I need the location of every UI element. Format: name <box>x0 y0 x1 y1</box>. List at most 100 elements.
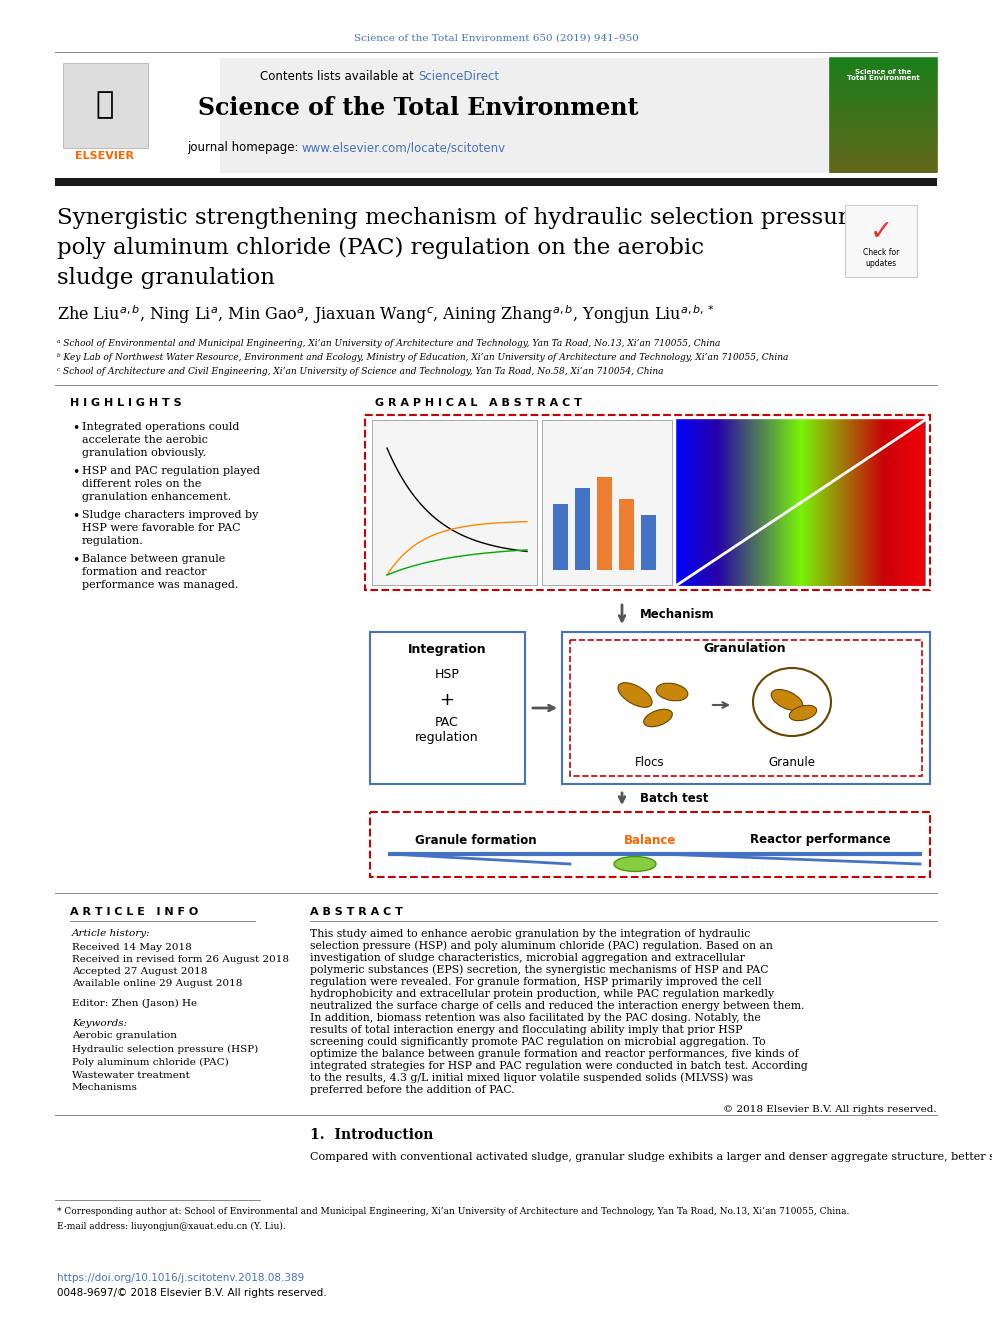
Text: Accepted 27 August 2018: Accepted 27 August 2018 <box>72 967 207 975</box>
Text: Aerobic granulation: Aerobic granulation <box>72 1032 177 1040</box>
Text: Balance: Balance <box>624 833 677 847</box>
Ellipse shape <box>614 856 656 872</box>
Text: •: • <box>72 509 79 523</box>
Text: investigation of sludge characteristics, microbial aggregation and extracellular: investigation of sludge characteristics,… <box>310 953 745 963</box>
Text: poly aluminum chloride (PAC) regulation on the aerobic: poly aluminum chloride (PAC) regulation … <box>57 237 704 259</box>
FancyBboxPatch shape <box>365 415 930 590</box>
Ellipse shape <box>771 689 803 710</box>
Bar <box>597 476 612 570</box>
Text: https://doi.org/10.1016/j.scitotenv.2018.08.389: https://doi.org/10.1016/j.scitotenv.2018… <box>57 1273 305 1283</box>
Text: Flocs: Flocs <box>635 755 665 769</box>
Text: results of total interaction energy and flocculating ability imply that prior HS: results of total interaction energy and … <box>310 1025 742 1035</box>
Text: ✓: ✓ <box>869 218 893 246</box>
Text: Science of the Total Environment: Science of the Total Environment <box>197 97 638 120</box>
Ellipse shape <box>656 683 687 701</box>
Text: sludge granulation: sludge granulation <box>57 267 275 288</box>
Bar <box>575 487 590 570</box>
Bar <box>55 58 830 173</box>
Text: to the results, 4.3 g/L initial mixed liquor volatile suspended solids (MLVSS) w: to the results, 4.3 g/L initial mixed li… <box>310 1073 753 1084</box>
Text: granulation enhancement.: granulation enhancement. <box>82 492 231 501</box>
Bar <box>63 64 148 148</box>
Text: A R T I C L E   I N F O: A R T I C L E I N F O <box>70 908 198 917</box>
Text: ᵃ School of Environmental and Municipal Engineering, Xi’an University of Archite: ᵃ School of Environmental and Municipal … <box>57 340 720 348</box>
Text: H I G H L I G H T S: H I G H L I G H T S <box>70 398 182 407</box>
Text: different roles on the: different roles on the <box>82 479 201 490</box>
Text: granulation obviously.: granulation obviously. <box>82 448 206 458</box>
Bar <box>641 515 656 570</box>
Bar <box>619 499 634 570</box>
Text: In addition, biomass retention was also facilitated by the PAC dosing. Notably, : In addition, biomass retention was also … <box>310 1013 761 1023</box>
Text: ELSEVIER: ELSEVIER <box>75 151 135 161</box>
Ellipse shape <box>644 709 673 726</box>
Text: journal homepage:: journal homepage: <box>186 142 302 155</box>
Text: Synergistic strengthening mechanism of hydraulic selection pressure and: Synergistic strengthening mechanism of h… <box>57 206 913 229</box>
Text: regulation were revealed. For granule formation, HSP primarily improved the cell: regulation were revealed. For granule fo… <box>310 976 762 987</box>
Text: www.elsevier.com/locate/scitotenv: www.elsevier.com/locate/scitotenv <box>302 142 506 155</box>
Text: selection pressure (HSP) and poly aluminum chloride (PAC) regulation. Based on a: selection pressure (HSP) and poly alumin… <box>310 941 773 951</box>
FancyBboxPatch shape <box>370 812 930 877</box>
Text: This study aimed to enhance aerobic granulation by the integration of hydraulic: This study aimed to enhance aerobic gran… <box>310 929 750 939</box>
FancyBboxPatch shape <box>570 640 922 777</box>
Bar <box>55 179 937 187</box>
Text: formation and reactor: formation and reactor <box>82 568 206 577</box>
Ellipse shape <box>618 683 652 708</box>
Bar <box>830 58 937 173</box>
Text: Batch test: Batch test <box>640 792 708 806</box>
Text: •: • <box>72 422 79 435</box>
Text: Integration: Integration <box>408 643 486 655</box>
Text: •: • <box>72 554 79 568</box>
Text: ᶜ School of Architecture and Civil Engineering, Xi’an University of Science and : ᶜ School of Architecture and Civil Engin… <box>57 368 664 377</box>
Text: Mechanisms: Mechanisms <box>72 1084 138 1093</box>
Text: Sludge characters improved by: Sludge characters improved by <box>82 509 258 520</box>
Text: screening could significantly promote PAC regulation on microbial aggregation. T: screening could significantly promote PA… <box>310 1037 766 1046</box>
Text: Received 14 May 2018: Received 14 May 2018 <box>72 942 191 951</box>
Text: Hydraulic selection pressure (HSP): Hydraulic selection pressure (HSP) <box>72 1044 258 1053</box>
Text: ScienceDirect: ScienceDirect <box>418 70 499 82</box>
Text: Balance between granule: Balance between granule <box>82 554 225 564</box>
Text: Science of the
Total Environment: Science of the Total Environment <box>846 69 920 82</box>
Text: hydrophobicity and extracellular protein production, while PAC regulation marked: hydrophobicity and extracellular protein… <box>310 990 774 999</box>
Text: Compared with conventional activated sludge, granular sludge exhibits a larger a: Compared with conventional activated slu… <box>310 1152 992 1162</box>
Text: regulation.: regulation. <box>82 536 144 546</box>
Text: * Corresponding author at: School of Environmental and Municipal Engineering, Xi: * Corresponding author at: School of Env… <box>57 1208 849 1217</box>
Text: preferred before the addition of PAC.: preferred before the addition of PAC. <box>310 1085 515 1095</box>
Text: integrated strategies for HSP and PAC regulation were conducted in batch test. A: integrated strategies for HSP and PAC re… <box>310 1061 807 1072</box>
Bar <box>542 419 672 585</box>
Text: Poly aluminum chloride (PAC): Poly aluminum chloride (PAC) <box>72 1057 229 1066</box>
Text: HSP: HSP <box>434 668 459 681</box>
Text: Check for
updates: Check for updates <box>863 249 899 267</box>
Text: HSP were favorable for PAC: HSP were favorable for PAC <box>82 523 241 533</box>
Bar <box>677 419 925 585</box>
Text: •: • <box>72 466 79 479</box>
Text: Science of the Total Environment 650 (2019) 941–950: Science of the Total Environment 650 (20… <box>353 33 639 42</box>
Text: PAC
regulation: PAC regulation <box>416 716 479 744</box>
Text: E-mail address: liuyongjun@xauat.edu.cn (Y. Liu).: E-mail address: liuyongjun@xauat.edu.cn … <box>57 1221 286 1230</box>
Text: accelerate the aerobic: accelerate the aerobic <box>82 435 208 445</box>
Text: polymeric substances (EPS) secretion, the synergistic mechanisms of HSP and PAC: polymeric substances (EPS) secretion, th… <box>310 964 769 975</box>
Text: Granule formation: Granule formation <box>415 833 537 847</box>
Text: +: + <box>439 691 454 709</box>
Text: Zhe Liu$^{a,b}$, Ning Li$^{a}$, Min Gao$^{a}$, Jiaxuan Wang$^{c}$, Aining Zhang$: Zhe Liu$^{a,b}$, Ning Li$^{a}$, Min Gao$… <box>57 304 715 327</box>
Text: 🌳: 🌳 <box>96 90 114 119</box>
Text: Granule: Granule <box>769 755 815 769</box>
Text: Granulation: Granulation <box>703 643 787 655</box>
Text: A B S T R A C T: A B S T R A C T <box>310 908 403 917</box>
Text: HSP and PAC regulation played: HSP and PAC regulation played <box>82 466 260 476</box>
Text: performance was managed.: performance was managed. <box>82 579 238 590</box>
Text: G R A P H I C A L   A B S T R A C T: G R A P H I C A L A B S T R A C T <box>375 398 582 407</box>
Text: optimize the balance between granule formation and reactor performances, five ki: optimize the balance between granule for… <box>310 1049 799 1058</box>
FancyBboxPatch shape <box>370 632 525 785</box>
Bar <box>845 205 917 277</box>
Bar <box>372 419 537 585</box>
Ellipse shape <box>790 705 816 721</box>
Text: Wastewater treatment: Wastewater treatment <box>72 1070 189 1080</box>
Text: Available online 29 August 2018: Available online 29 August 2018 <box>72 979 242 987</box>
Bar <box>55 58 220 173</box>
Text: © 2018 Elsevier B.V. All rights reserved.: © 2018 Elsevier B.V. All rights reserved… <box>723 1106 937 1114</box>
Text: neutralized the surface charge of cells and reduced the interaction energy betwe: neutralized the surface charge of cells … <box>310 1002 805 1011</box>
Text: Integrated operations could: Integrated operations could <box>82 422 239 433</box>
Text: Keywords:: Keywords: <box>72 1019 127 1028</box>
Text: Article history:: Article history: <box>72 929 151 938</box>
Text: 0048-9697/© 2018 Elsevier B.V. All rights reserved.: 0048-9697/© 2018 Elsevier B.V. All right… <box>57 1289 326 1298</box>
Text: Received in revised form 26 August 2018: Received in revised form 26 August 2018 <box>72 954 289 963</box>
